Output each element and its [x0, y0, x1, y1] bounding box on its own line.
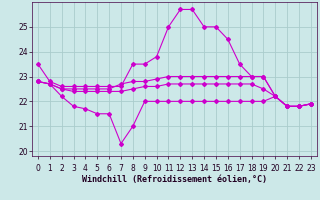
X-axis label: Windchill (Refroidissement éolien,°C): Windchill (Refroidissement éolien,°C) [82, 175, 267, 184]
